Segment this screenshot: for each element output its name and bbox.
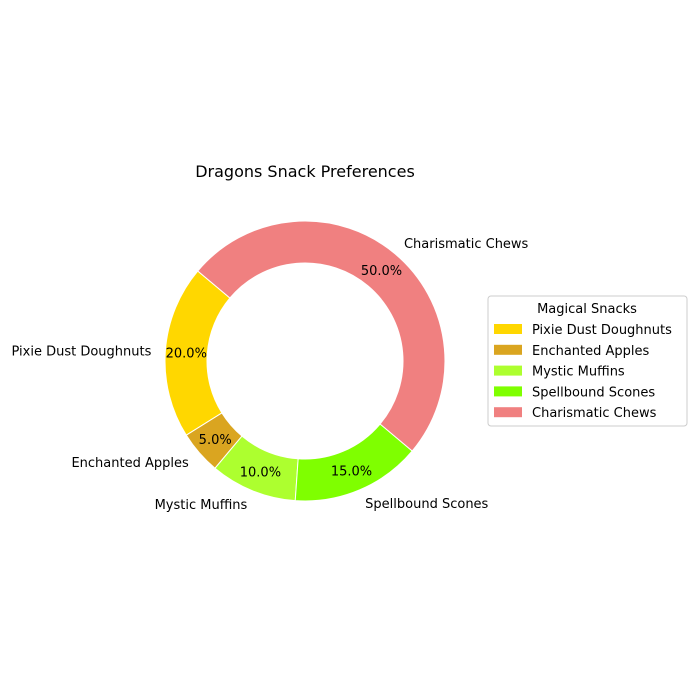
- category-label-pixie-dust-doughnuts: Pixie Dust Doughnuts: [11, 344, 151, 359]
- legend-title: Magical Snacks: [537, 302, 637, 317]
- percent-label-pixie-dust-doughnuts: 20.0%: [166, 347, 207, 362]
- percent-label-charismatic-chews: 50.0%: [361, 264, 402, 279]
- slice-charismatic-chews: [197, 220, 446, 452]
- category-label-enchanted-apples: Enchanted Apples: [71, 456, 189, 471]
- legend: Magical Snacks Pixie Dust Doughnuts Encha…: [487, 295, 688, 427]
- legend-frame: [487, 295, 688, 427]
- legend-label-enchanted-apples: Enchanted Apples: [532, 344, 650, 359]
- legend-label-pixie-dust-doughnuts: Pixie Dust Doughnuts: [532, 323, 672, 338]
- legend-swatch-charismatic-chews: [494, 407, 522, 418]
- labels-group: 20.0% Pixie Dust Doughnuts 5.0% Enchanted A…: [11, 237, 528, 513]
- legend-items: Pixie Dust Doughnuts Enchanted Apples Myst…: [494, 323, 672, 421]
- legend-label-mystic-muffins: Mystic Muffins: [532, 365, 625, 380]
- percent-label-spellbound-scones: 15.0%: [331, 465, 372, 480]
- category-label-mystic-muffins: Mystic Muffins: [155, 498, 248, 513]
- legend-label-spellbound-scones: Spellbound Scones: [532, 385, 655, 400]
- legend-swatch-enchanted-apples: [494, 344, 522, 355]
- chart-title: Dragons Snack Preferences: [195, 162, 415, 181]
- legend-swatch-mystic-muffins: [494, 365, 522, 376]
- category-label-spellbound-scones: Spellbound Scones: [365, 497, 488, 512]
- category-label-charismatic-chews: Charismatic Chews: [404, 237, 529, 252]
- slices-group: [164, 220, 446, 502]
- percent-label-enchanted-apples: 5.0%: [199, 433, 232, 448]
- legend-label-charismatic-chews: Charismatic Chews: [532, 406, 657, 421]
- percent-label-mystic-muffins: 10.0%: [240, 465, 281, 480]
- legend-swatch-pixie-dust-doughnuts: [494, 324, 522, 334]
- legend-swatch-spellbound-scones: [494, 386, 522, 397]
